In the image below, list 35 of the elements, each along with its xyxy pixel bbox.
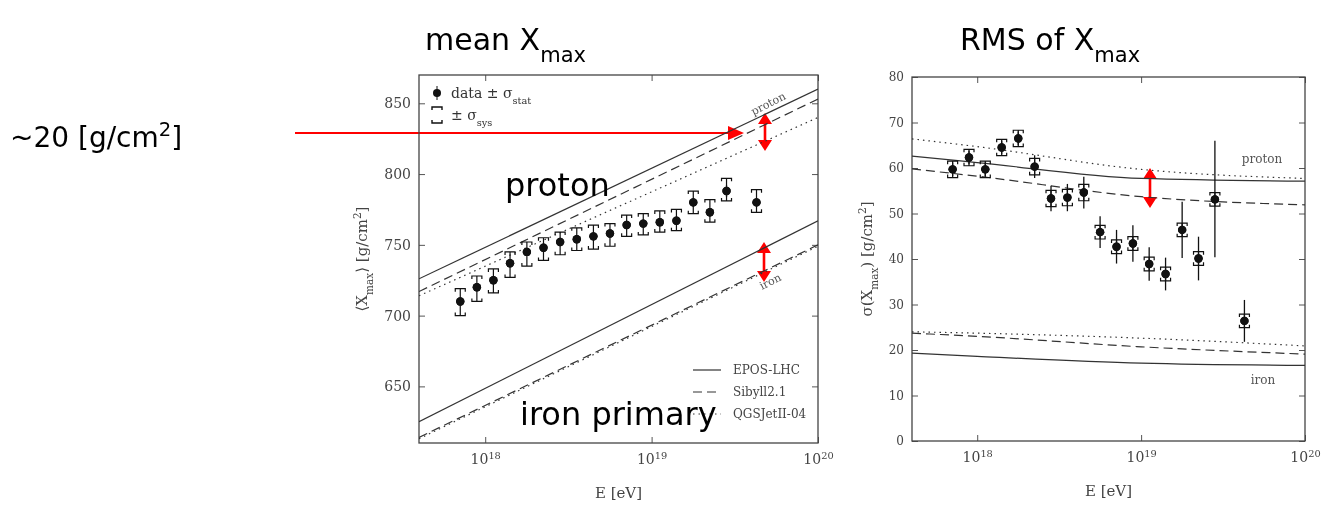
x-tick-label: 10$^{20}$ [803, 449, 834, 468]
x-axis-title: E [eV] [594, 484, 643, 502]
chart-title: RMS of X$_{max}$ [960, 22, 1141, 67]
legend-label: EPOS-LHC [733, 363, 801, 377]
y-tick-label: 0 [896, 434, 904, 449]
legend-label: QGSJetII-04 [733, 407, 807, 421]
chart-title: mean X$_{max}$ [425, 22, 586, 67]
y-tick-label: 800 [384, 166, 411, 183]
y-tick-label: 700 [384, 307, 411, 324]
annotation: iron [1250, 373, 1276, 387]
x-tick-label: 10$^{20}$ [1290, 447, 1321, 466]
x-tick-label: 10$^{18}$ [962, 447, 993, 466]
y-tick-label: 10 [888, 388, 904, 403]
annotation: iron primary [520, 395, 717, 433]
annotation: proton [505, 166, 610, 204]
y-tick-label: 850 [384, 95, 411, 112]
x-axis-title: E [eV] [1084, 482, 1133, 500]
legend-label: ± σ$_{sys}$ [451, 107, 493, 128]
x-tick-label: 10$^{19}$ [1126, 447, 1157, 466]
y-tick-label: 650 [384, 378, 411, 395]
text: ~20 [g/cm$^{2}$] [10, 117, 183, 154]
y-tick-label: 20 [888, 343, 904, 358]
y-tick-label: 40 [888, 252, 904, 267]
annotation: proton [1241, 152, 1283, 166]
y-tick-label: 50 [888, 206, 904, 221]
x-tick-label: 10$^{19}$ [636, 449, 668, 468]
y-tick-label: 750 [384, 236, 411, 253]
y-tick-label: 60 [888, 161, 904, 176]
y-tick-label: 30 [888, 297, 904, 312]
y-tick-label: 80 [888, 70, 904, 85]
annotation: iron [757, 270, 784, 293]
x-tick-label: 10$^{18}$ [470, 449, 501, 468]
legend-label: data ± σ$_{stat}$ [451, 85, 532, 106]
y-tick-label: 70 [888, 115, 904, 130]
legend-label: Sibyll2.1 [733, 385, 787, 399]
